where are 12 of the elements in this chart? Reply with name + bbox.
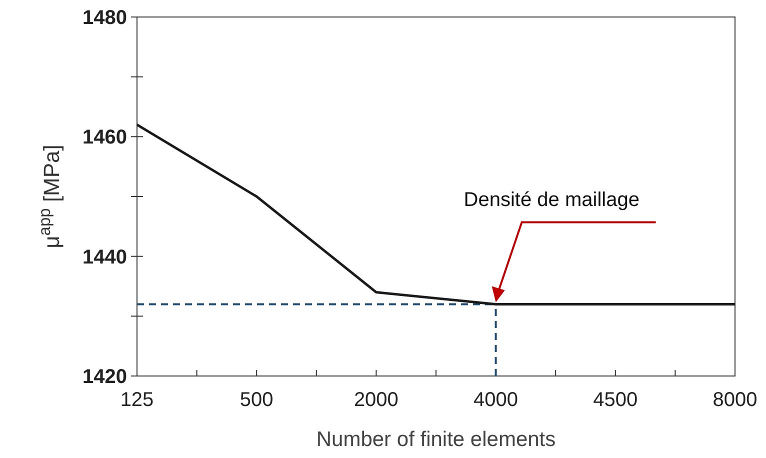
y-tick-label: 1460 <box>82 126 127 149</box>
annotation: Densité de maillage <box>464 189 640 212</box>
x-tick-label: 4500 <box>593 389 638 411</box>
x-tick-label: 4000 <box>474 389 518 411</box>
x-tick-label: 125 <box>120 389 154 411</box>
x-tick-label: 8000 <box>712 389 758 411</box>
x-tick-label: 500 <box>240 389 274 411</box>
x-axis-title: Number of finite elements <box>316 428 556 451</box>
y-tick-label: 1480 <box>82 7 127 29</box>
y-tick-label: 1440 <box>82 246 127 268</box>
y-tick-label: 1420 <box>82 366 127 388</box>
x-tick-label: 2000 <box>354 389 398 411</box>
